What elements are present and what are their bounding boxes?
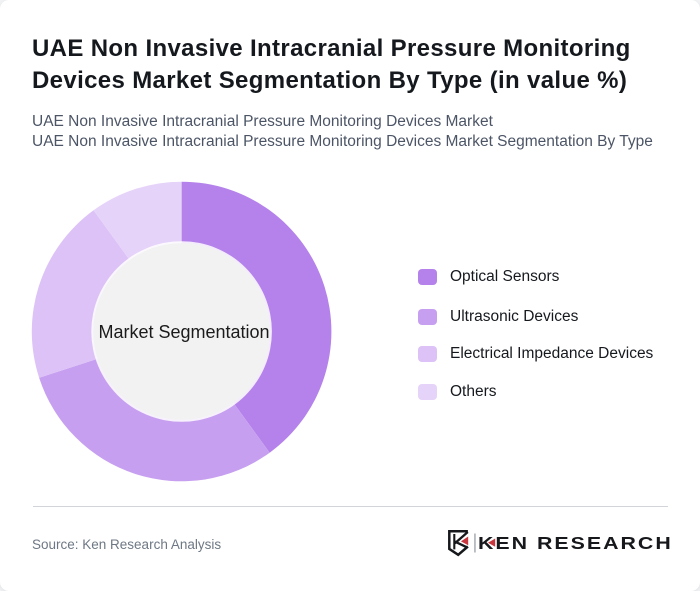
svg-text:KEN RESEARCH: KEN RESEARCH <box>478 534 671 554</box>
